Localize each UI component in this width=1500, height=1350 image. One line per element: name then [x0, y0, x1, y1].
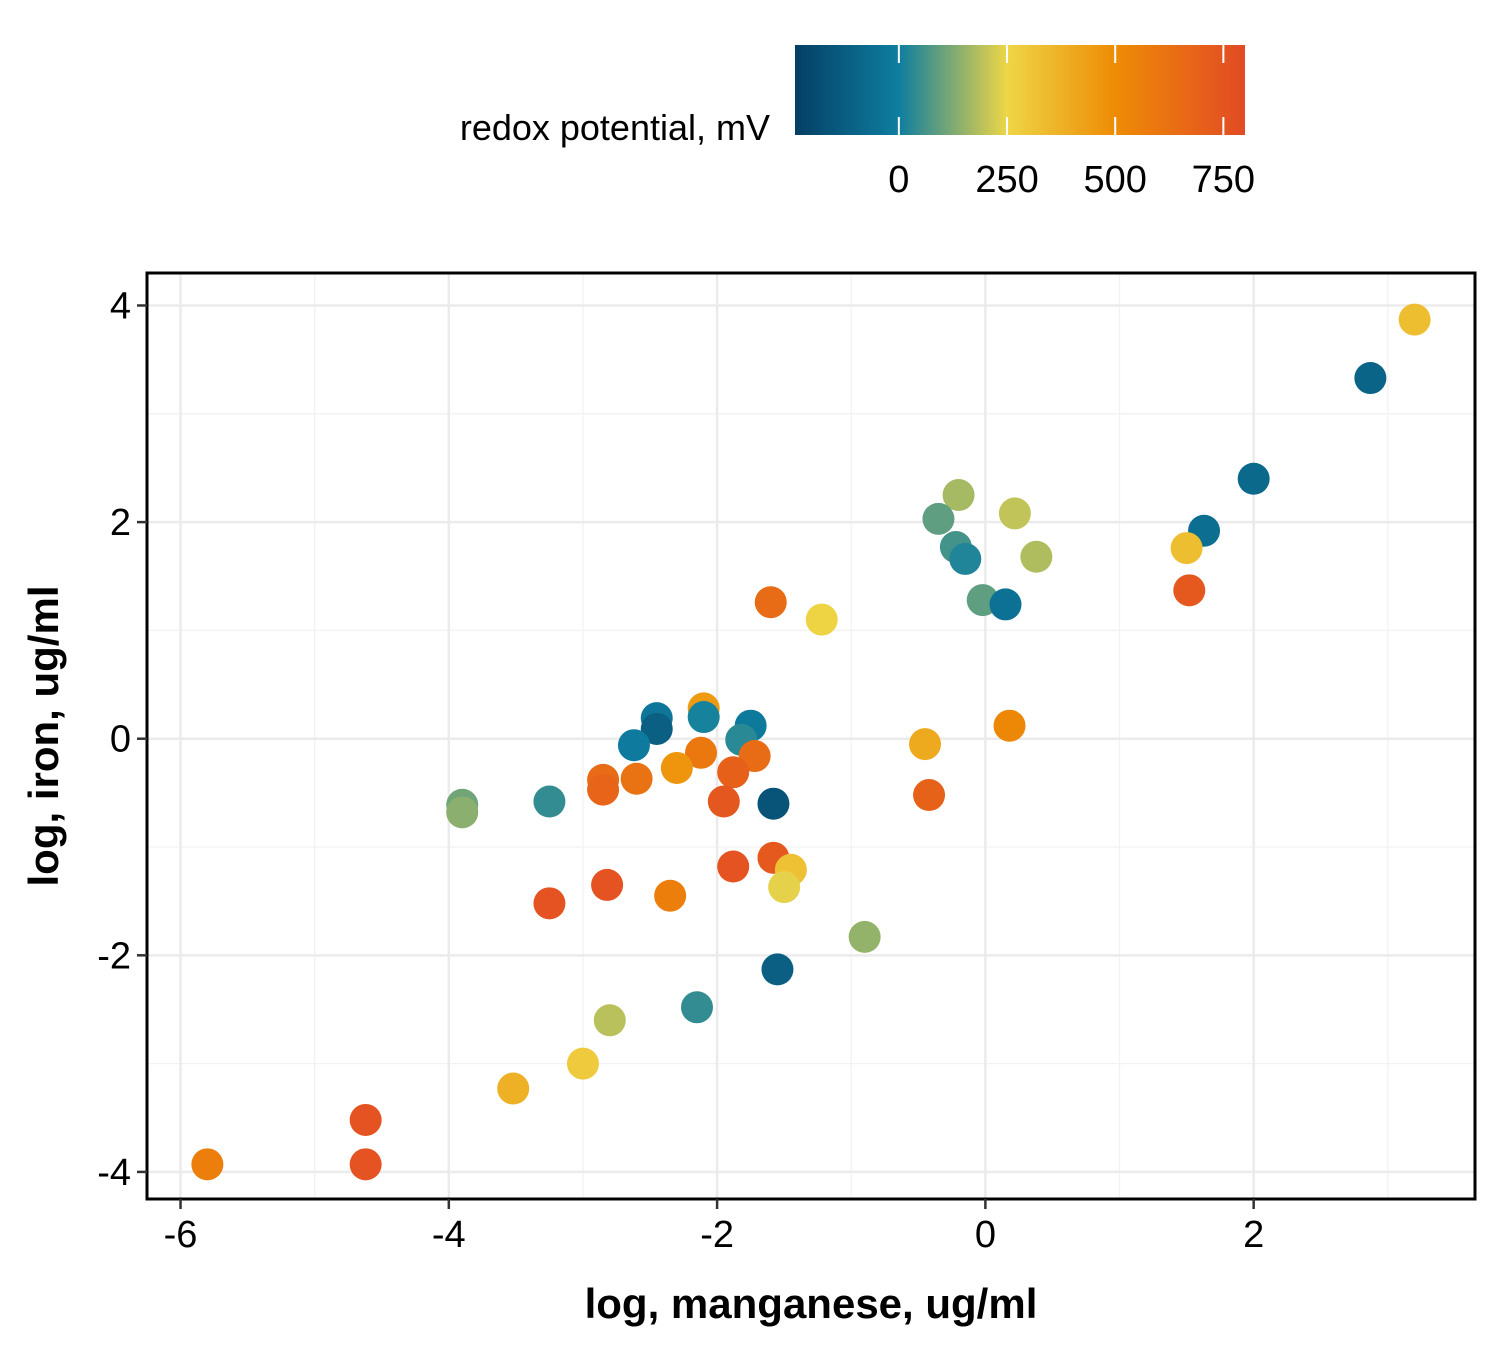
- data-point: [497, 1072, 530, 1105]
- x-axis: -6 -4 -2 0 2: [164, 1199, 1264, 1256]
- colorbar-tick-label: 0: [888, 159, 909, 201]
- data-point: [848, 920, 881, 953]
- data-point: [654, 879, 687, 912]
- data-point: [1020, 540, 1053, 573]
- y-tick-label: 4: [110, 285, 131, 327]
- colorbar-tick-label: 250: [975, 159, 1038, 201]
- data-point: [617, 729, 650, 762]
- data-point: [761, 953, 794, 986]
- x-tick-label: -6: [164, 1214, 198, 1256]
- y-tick-label: -4: [97, 1152, 131, 1194]
- data-point: [660, 751, 693, 784]
- data-point: [687, 701, 720, 734]
- data-point: [587, 773, 620, 806]
- data-point: [998, 497, 1031, 530]
- y-tick-label: 2: [110, 502, 131, 544]
- data-point: [566, 1047, 599, 1080]
- data-point: [1237, 462, 1270, 495]
- colorbar-legend: redox potential, mV 0 250 500 750: [460, 45, 1255, 201]
- data-point: [1398, 303, 1431, 336]
- data-point: [446, 796, 479, 829]
- data-point: [942, 479, 975, 512]
- data-point: [993, 709, 1026, 742]
- data-point: [620, 762, 653, 795]
- colorbar-ticks: 0 250 500 750: [888, 45, 1255, 201]
- data-point: [717, 850, 750, 883]
- data-point: [949, 542, 982, 575]
- colorbar-tick-label: 750: [1192, 159, 1255, 201]
- data-point: [533, 887, 566, 920]
- points-layer: [191, 303, 1431, 1181]
- panel-background: [147, 273, 1475, 1199]
- data-point: [680, 991, 713, 1024]
- data-point: [717, 756, 750, 789]
- data-point: [349, 1103, 382, 1136]
- plot-panel: [145, 271, 1477, 1201]
- data-point: [989, 588, 1022, 621]
- y-tick-label: -2: [97, 935, 131, 977]
- data-point: [349, 1148, 382, 1181]
- colorbar-tick-label: 500: [1083, 159, 1146, 201]
- x-tick-label: 0: [975, 1214, 996, 1256]
- data-point: [754, 586, 787, 619]
- data-point: [805, 603, 838, 636]
- panel-border: [145, 271, 1477, 1201]
- x-tick-label: -4: [432, 1214, 466, 1256]
- data-point: [1170, 532, 1203, 565]
- data-point: [909, 728, 942, 761]
- data-point: [913, 779, 946, 812]
- data-point: [1354, 362, 1387, 395]
- grid-major: [147, 273, 1475, 1199]
- data-point: [591, 868, 624, 901]
- data-point: [1173, 574, 1206, 607]
- y-tick-label: 0: [110, 719, 131, 761]
- data-point: [757, 787, 790, 820]
- x-tick-label: 2: [1243, 1214, 1264, 1256]
- data-point: [685, 736, 718, 769]
- y-axis-title: log, iron, ug/ml: [20, 586, 67, 887]
- data-point: [922, 502, 955, 535]
- data-point: [707, 785, 740, 818]
- colorbar-title: redox potential, mV: [460, 107, 770, 148]
- data-point: [533, 785, 566, 818]
- data-point: [640, 712, 673, 745]
- y-axis: -4 -2 0 2 4: [97, 285, 147, 1194]
- x-axis-title: log, manganese, ug/ml: [585, 1280, 1038, 1327]
- data-point: [593, 1004, 626, 1037]
- colorbar-gradient: [795, 45, 1245, 135]
- data-point: [191, 1148, 224, 1181]
- x-tick-label: -2: [700, 1214, 734, 1256]
- data-point: [768, 871, 801, 904]
